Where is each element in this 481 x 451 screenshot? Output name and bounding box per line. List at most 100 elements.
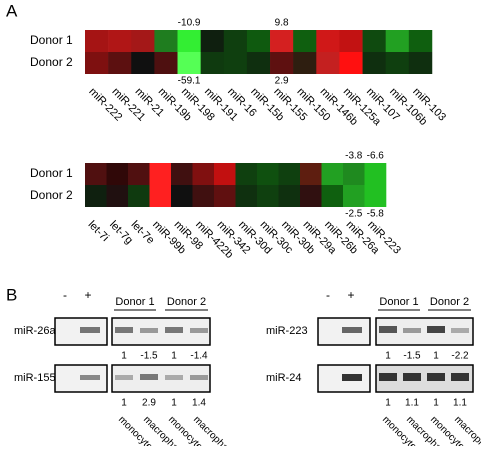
heatmap-cell <box>214 185 236 207</box>
heatmap-cell <box>177 30 201 52</box>
donor-label: Donor 1 <box>115 296 154 308</box>
heatmap-cell <box>85 163 107 185</box>
heatmap-cell <box>300 163 322 185</box>
heatmap-cell <box>235 163 258 185</box>
column-label: let-7e <box>129 219 157 247</box>
heatmap-cell <box>192 163 215 185</box>
heatmap-cell <box>408 30 433 52</box>
value-label: 2.9 <box>275 76 289 87</box>
lane-sign: + <box>84 288 91 302</box>
heatmap-cell <box>408 52 433 74</box>
donor-label: Donor 2 <box>430 296 469 308</box>
lane-sign: + <box>347 288 354 302</box>
heatmap-cell <box>85 185 107 207</box>
heatmap-cell <box>235 185 258 207</box>
heatmap-cell <box>293 52 317 74</box>
heatmap-cell <box>128 185 150 207</box>
heatmap-cell <box>339 30 363 52</box>
heatmap-cell <box>223 30 248 52</box>
fold-change: 1.1 <box>453 398 467 409</box>
heatmap-cell <box>385 30 410 52</box>
heatmap-cell <box>300 185 322 207</box>
blot-label: miR-24 <box>266 372 301 384</box>
value-label: -3.8 <box>345 151 363 162</box>
value-label: -59.1 <box>178 76 201 87</box>
row-label: Donor 1 <box>30 33 73 47</box>
fold-change: 1 <box>171 398 177 409</box>
blot-label: miR-26a <box>14 325 56 337</box>
blot-label: miR-223 <box>266 325 308 337</box>
row-label: Donor 2 <box>30 188 73 202</box>
heatmap-cell <box>108 52 132 74</box>
fold-change: -2.2 <box>451 351 469 362</box>
heatmap-cell <box>362 30 386 52</box>
value-label: -2.5 <box>345 209 363 220</box>
donor-label: Donor 2 <box>167 296 206 308</box>
fold-change: 1 <box>433 351 439 362</box>
heatmap-cell <box>246 52 271 74</box>
heatmap-cell <box>154 52 178 74</box>
fold-change: -1.4 <box>190 351 208 362</box>
heatmap-cell <box>246 30 271 52</box>
heatmap-cell <box>339 52 363 74</box>
fold-change: 1 <box>433 398 439 409</box>
blot-images <box>54 317 474 393</box>
heatmap-cell <box>343 185 365 207</box>
row-label: Donor 1 <box>30 166 73 180</box>
heatmap-cell <box>171 163 193 185</box>
heatmap-cell <box>85 52 109 74</box>
heatmap-cell <box>223 52 248 74</box>
fold-change: 1 <box>121 398 127 409</box>
heatmap-cell <box>257 185 279 207</box>
heatmap-cell <box>364 163 387 185</box>
blot-label: miR-155 <box>14 372 56 384</box>
heatmap-cell <box>192 185 215 207</box>
lane-sign: - <box>63 288 67 302</box>
value-label: -5.8 <box>367 209 385 220</box>
heatmap-cell <box>149 163 172 185</box>
lane-sign: - <box>326 288 330 302</box>
fold-change: 1.1 <box>405 398 419 409</box>
fold-change: 1 <box>385 398 391 409</box>
heatmap-cell <box>131 30 155 52</box>
fold-change: 2.9 <box>142 398 156 409</box>
heatmap-cell <box>321 185 344 207</box>
panel-label: A <box>6 1 18 20</box>
fold-change: 1 <box>385 351 391 362</box>
heatmap-cell <box>85 30 109 52</box>
heatmap-cell <box>270 52 294 74</box>
heatmap-cell <box>278 163 301 185</box>
heatmap-cell <box>362 52 386 74</box>
heatmap-cell <box>214 163 236 185</box>
heatmap-cell <box>278 185 301 207</box>
heatmap-cell <box>343 163 365 185</box>
value-label: -10.9 <box>178 18 201 29</box>
heatmap-cell <box>257 163 279 185</box>
heatmap-cell <box>171 185 193 207</box>
heatmap-cell <box>108 30 132 52</box>
heatmap-cell <box>128 163 150 185</box>
fold-change: -1.5 <box>403 351 421 362</box>
donor-label: Donor 1 <box>379 296 418 308</box>
heatmap-cell <box>270 30 294 52</box>
row-label: Donor 2 <box>30 55 73 69</box>
heatmap-cell <box>316 52 340 74</box>
heatmap-cell <box>293 30 317 52</box>
heatmap-cell <box>200 30 225 52</box>
fold-change: 1.4 <box>192 398 206 409</box>
value-label: -6.6 <box>367 151 385 162</box>
fold-change: -1.5 <box>140 351 158 362</box>
value-label: 9.8 <box>275 18 289 29</box>
heatmap-cell <box>316 30 340 52</box>
panel-label: B <box>6 285 17 304</box>
fold-change: 1 <box>171 351 177 362</box>
heatmap-cell <box>364 185 387 207</box>
heatmap-cell <box>200 52 225 74</box>
fold-change: 1 <box>121 351 127 362</box>
heatmap-cell <box>385 52 410 74</box>
heatmap-cell <box>131 52 155 74</box>
heatmap-cell <box>106 185 129 207</box>
heatmap-cell <box>106 163 129 185</box>
column-label: let-7g <box>107 219 135 247</box>
